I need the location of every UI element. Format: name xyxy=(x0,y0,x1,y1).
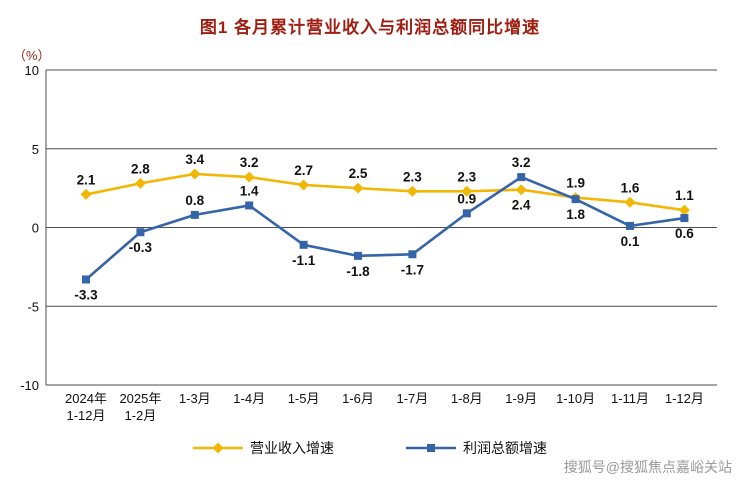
data-label: 2.7 xyxy=(294,163,313,178)
data-label: 0.9 xyxy=(457,191,476,206)
data-label: 2.4 xyxy=(512,198,531,213)
diamond-marker xyxy=(461,185,473,197)
data-label: 1.8 xyxy=(566,207,585,222)
data-label: -1.7 xyxy=(401,262,424,277)
diamond-marker xyxy=(678,204,690,216)
legend-label: 营业收入增速 xyxy=(250,440,334,456)
square-marker xyxy=(408,250,417,259)
x-category-label: 1-3月 xyxy=(179,391,211,406)
x-category-label: 1-12月 xyxy=(665,391,704,406)
y-axis-unit-label: （%） xyxy=(13,48,51,63)
diamond-marker xyxy=(243,171,255,183)
chart-legend: 营业收入增速 利润总额增速 xyxy=(0,438,740,458)
y-tick-label: 10 xyxy=(25,63,39,78)
data-label: -0.3 xyxy=(129,240,153,255)
diamond-marker xyxy=(189,168,201,180)
data-label: 1.1 xyxy=(675,188,694,203)
data-label: 0.6 xyxy=(675,226,694,241)
data-label: 0.1 xyxy=(621,234,640,249)
x-category-label: 1-9月 xyxy=(505,391,537,406)
square-marker xyxy=(136,228,145,237)
diamond-marker xyxy=(352,182,364,194)
watermark-text: 搜狐号@搜狐焦点嘉峪关站 xyxy=(563,459,732,475)
data-label: 3.4 xyxy=(185,152,204,167)
square-marker xyxy=(571,195,580,204)
x-category-label: 1-8月 xyxy=(451,391,483,406)
square-marker xyxy=(462,209,471,218)
diamond-legend-icon xyxy=(193,442,243,454)
legend-item: 利润总额增速 xyxy=(406,438,547,458)
series-line xyxy=(85,175,685,281)
x-category-label: 1-5月 xyxy=(288,391,320,406)
diamond-marker xyxy=(134,177,146,189)
data-label: -1.8 xyxy=(346,264,370,279)
data-label: 1.6 xyxy=(621,180,640,195)
x-category-label: 1-6月 xyxy=(342,391,374,406)
data-label: 2.1 xyxy=(77,172,96,187)
square-marker xyxy=(680,214,689,223)
square-marker xyxy=(626,221,634,230)
x-category-label: 2024年 xyxy=(65,391,107,406)
chart-title: 图1 各月累计营业收入与利润总额同比增速 xyxy=(199,18,541,37)
x-category-label: 1-11月 xyxy=(611,391,649,406)
y-tick-label: 5 xyxy=(32,142,39,157)
legend-item: 营业收入增速 xyxy=(193,438,334,458)
data-label: 3.2 xyxy=(240,155,259,170)
square-marker xyxy=(299,240,308,249)
square-marker xyxy=(354,251,362,260)
data-label: 1.9 xyxy=(566,176,585,191)
diamond-marker xyxy=(515,184,527,196)
diamond-marker xyxy=(212,442,224,454)
y-tick-label: -5 xyxy=(27,299,39,314)
x-category-label: 1-4月 xyxy=(233,391,265,406)
square-marker xyxy=(517,173,526,182)
x-category-label: 1-2月 xyxy=(125,408,157,423)
square-marker xyxy=(190,210,199,219)
x-category-label: 1-12月 xyxy=(66,408,105,423)
series-line xyxy=(85,172,685,212)
square-marker xyxy=(82,275,90,284)
data-label: 3.2 xyxy=(512,155,531,170)
diamond-marker xyxy=(406,185,418,197)
x-category-label: 1-7月 xyxy=(397,391,429,406)
diamond-marker xyxy=(80,188,92,200)
y-tick-label: 0 xyxy=(32,221,39,236)
data-label: -1.1 xyxy=(292,253,316,268)
data-label: 2.3 xyxy=(457,169,476,184)
data-label: 2.3 xyxy=(403,169,422,184)
diamond-marker xyxy=(298,179,310,191)
data-label: 2.5 xyxy=(349,166,368,181)
data-label: 1.4 xyxy=(240,183,259,198)
x-category-label: 2025年 xyxy=(119,391,161,406)
data-label: 0.8 xyxy=(185,193,204,208)
data-label: -3.3 xyxy=(74,287,98,302)
x-category-label: 1-10月 xyxy=(556,391,595,406)
square-marker xyxy=(427,444,435,452)
diamond-marker xyxy=(624,196,636,208)
square-marker xyxy=(245,201,254,210)
data-label: 2.8 xyxy=(131,161,150,176)
y-tick-label: -10 xyxy=(20,378,39,393)
legend-label: 利润总额增速 xyxy=(463,440,547,456)
square-legend-icon xyxy=(406,444,456,452)
